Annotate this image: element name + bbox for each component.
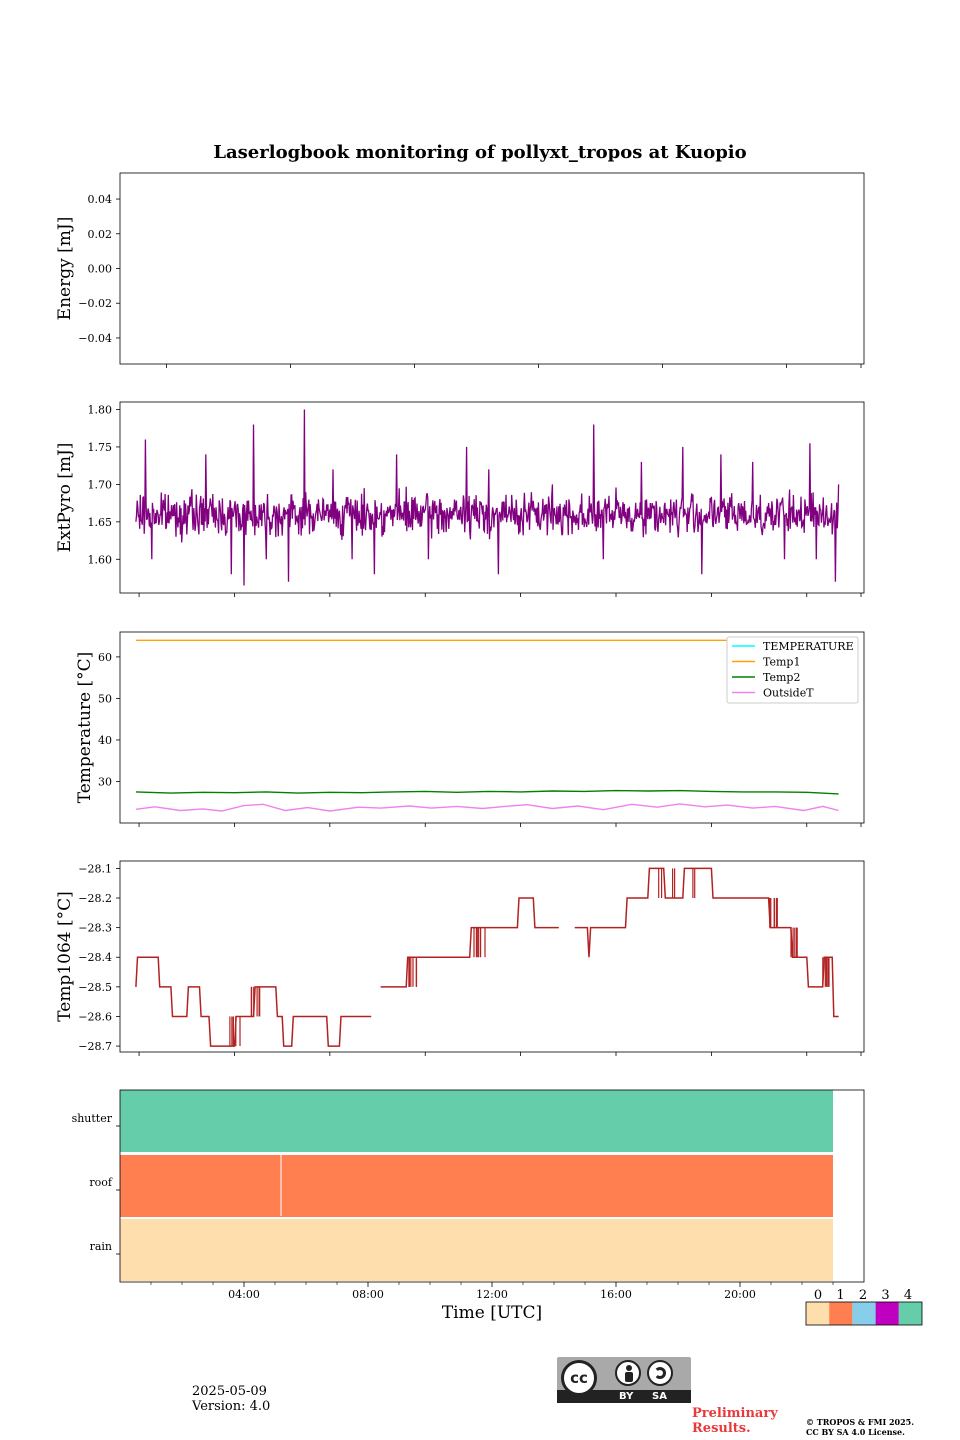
- panel-frame: [119, 631, 865, 824]
- panel-frame: [119, 172, 865, 365]
- ytick-label: −0.02: [78, 297, 112, 310]
- ytick-label: 60: [98, 651, 112, 664]
- ytick-label: 1.60: [88, 553, 113, 566]
- ytick-label: −28.7: [78, 1040, 112, 1053]
- figure-title: Laserlogbook monitoring of pollyxt_tropo…: [213, 142, 746, 163]
- status-cell-rain: [120, 1219, 833, 1281]
- colorbar-swatch-0: [806, 1302, 830, 1325]
- xtick-label: 04:00: [228, 1288, 260, 1301]
- colorbar-swatch-2: [852, 1302, 876, 1325]
- colorbar-swatch-4: [898, 1302, 922, 1325]
- plot-area: [120, 861, 864, 1052]
- colorbar-swatch-1: [829, 1302, 853, 1325]
- y-axis-label: Temp1064 [°C]: [55, 891, 75, 1022]
- cc-by-sa-icon: cc BY SA: [557, 1357, 691, 1403]
- copyright-line-1: © TROPOS & FMI 2025.: [806, 1417, 915, 1427]
- preliminary-note: Preliminary Results.: [692, 1406, 778, 1436]
- ytick-label: −28.1: [78, 862, 112, 875]
- ytick-label: −0.04: [78, 332, 112, 345]
- panel-frame: [119, 401, 865, 594]
- plot-area: [120, 173, 864, 364]
- ytick-label: −28.5: [78, 981, 112, 994]
- row-label-rain: rain: [90, 1240, 112, 1253]
- license-sa-label: SA: [652, 1391, 667, 1402]
- legend: TEMPERATURE Temp1 Temp2 OutsideT: [726, 636, 859, 704]
- xtick-label: 12:00: [476, 1288, 508, 1301]
- series-temp1064-segment: [380, 897, 559, 988]
- colorbar-label-2: 2: [859, 1288, 867, 1303]
- legend-entry-temp2: Temp2: [763, 671, 800, 684]
- series-temp1064-segment: [574, 867, 839, 1018]
- series-temp1064-segment: [135, 956, 372, 1047]
- version-label: Version: 4.0: [192, 1399, 271, 1414]
- x-axis-label: Time [UTC]: [442, 1303, 542, 1323]
- y-axis-label: Energy [mJ]: [55, 217, 75, 321]
- ytick-label: 0.00: [88, 263, 113, 276]
- series-extpyro: [135, 409, 840, 586]
- copyright-note: © TROPOS & FMI 2025. CC BY SA 4.0 Licens…: [806, 1417, 914, 1437]
- y-axis-label: ExtPyro [mJ]: [55, 443, 75, 553]
- footer-info: 2025-05-09 Version: 4.0: [192, 1384, 270, 1414]
- colorbar-swatch-3: [875, 1302, 899, 1325]
- legend-box: [726, 636, 859, 704]
- copyright-line-2: CC BY SA 4.0 License.: [806, 1427, 905, 1437]
- legend-entry-outsidet: OutsideT: [763, 687, 814, 700]
- panel-5: shutter roof rain 04:00 08:00 12:00 16:00 20:00…: [72, 1089, 923, 1326]
- ytick-label: 30: [98, 775, 112, 788]
- preliminary-line-2: Results.: [692, 1421, 751, 1436]
- ytick-label: 50: [98, 692, 112, 705]
- xtick-label: 08:00: [352, 1288, 384, 1301]
- ytick-label: −28.6: [78, 1010, 112, 1023]
- by-person-icon: [615, 1360, 641, 1386]
- ytick-label: 1.80: [88, 403, 113, 416]
- panel-frame: [119, 860, 865, 1053]
- legend-entry-temp1: Temp1: [763, 656, 800, 669]
- colorbar-label-1: 1: [836, 1288, 844, 1303]
- date-label: 2025-05-09: [192, 1384, 267, 1399]
- preliminary-line-1: Preliminary: [692, 1406, 778, 1421]
- colorbar-label-4: 4: [904, 1288, 912, 1303]
- y-axis-label: Temperature [°C]: [75, 652, 95, 804]
- row-label-shutter: shutter: [72, 1112, 113, 1125]
- colorbar-frame: [805, 1301, 923, 1326]
- legend-entry-temperature: TEMPERATURE: [763, 640, 854, 653]
- row-label-roof: roof: [89, 1176, 113, 1189]
- status-cell-roof: [120, 1155, 833, 1217]
- ytick-label: −28.3: [78, 922, 112, 935]
- ytick-label: 1.65: [88, 516, 113, 529]
- ytick-label: 1.75: [88, 441, 113, 454]
- ytick-label: 40: [98, 734, 112, 747]
- panel-1: −0.04 −0.02 0.00 0.02 0.04 Energy [mJ]: [55, 172, 865, 368]
- series-outsidet: [135, 803, 839, 812]
- ytick-label: 0.02: [88, 228, 113, 241]
- cc-logo-icon: cc: [561, 1360, 597, 1396]
- ytick-label: −28.2: [78, 892, 112, 905]
- ytick-label: 0.04: [88, 193, 113, 206]
- panel-2: 1.60 1.65 1.70 1.75 1.80 ExtPyro [mJ]: [55, 401, 865, 597]
- xtick-label: 16:00: [600, 1288, 632, 1301]
- panel-4: −28.7 −28.6 −28.5 −28.4 −28.3 −28.2 −28.1 Temp1…: [55, 860, 865, 1056]
- status-cell-shutter: [120, 1090, 833, 1152]
- series-temp2: [135, 789, 839, 795]
- license-by-label: BY: [619, 1391, 634, 1402]
- share-alike-icon: [647, 1360, 673, 1386]
- colorbar-label-0: 0: [814, 1288, 822, 1303]
- colorbar-label-3: 3: [881, 1288, 889, 1303]
- license-strip: [557, 1390, 691, 1403]
- ytick-label: −28.4: [78, 951, 112, 964]
- ytick-label: 1.70: [88, 478, 113, 491]
- xtick-label: 20:00: [724, 1288, 756, 1301]
